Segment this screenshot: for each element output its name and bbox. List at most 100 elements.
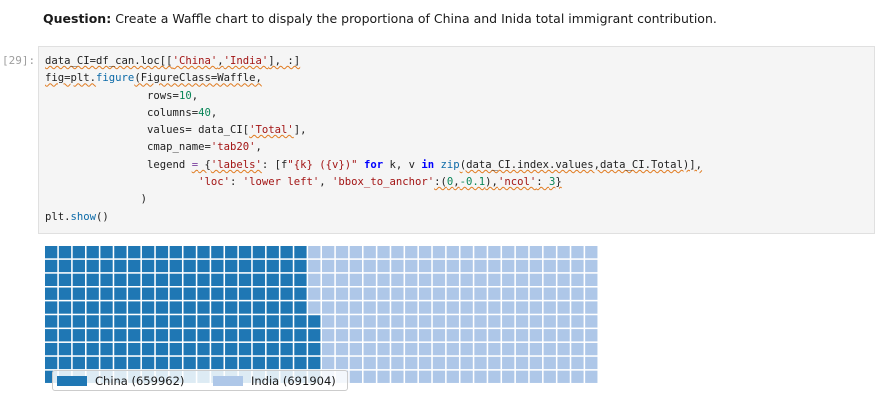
waffle-cell	[488, 273, 501, 286]
waffle-cell	[211, 246, 224, 259]
waffle-cell	[266, 273, 279, 286]
waffle-cell	[225, 356, 238, 370]
waffle-cell	[183, 329, 196, 342]
waffle-cell	[418, 329, 432, 342]
waffle-cell	[529, 329, 543, 342]
waffle-cell	[294, 246, 307, 259]
waffle-cell	[322, 273, 335, 286]
waffle-cell	[45, 273, 58, 286]
waffle-cell	[322, 301, 335, 314]
waffle-cell	[197, 259, 210, 273]
waffle-cell	[45, 301, 58, 314]
waffle-cell	[460, 259, 473, 273]
waffle-cell	[238, 259, 252, 273]
waffle-cell	[211, 273, 224, 286]
waffle-cell	[128, 287, 141, 300]
waffle-cell	[377, 342, 390, 356]
waffle-cell	[335, 342, 349, 356]
waffle-cell	[252, 342, 266, 356]
waffle-cell	[363, 246, 376, 259]
code-token: values= data_CI[	[45, 124, 250, 137]
waffle-cell	[391, 370, 404, 383]
code-line: plt.show()	[45, 209, 702, 226]
waffle-cell	[557, 246, 570, 259]
legend-label-china: China (659962)	[95, 373, 185, 388]
waffle-cell	[460, 273, 473, 286]
code-token: 'ncol'	[497, 176, 537, 189]
waffle-cell	[377, 273, 390, 286]
waffle-cell	[363, 259, 376, 273]
waffle-cell	[45, 329, 58, 342]
waffle-cell	[446, 370, 459, 383]
waffle-cell	[571, 246, 584, 259]
waffle-cell	[529, 342, 543, 356]
waffle-cell	[252, 273, 266, 286]
waffle-cell	[266, 301, 279, 314]
waffle-cell	[169, 273, 182, 286]
waffle-cell	[557, 315, 570, 328]
waffle-cell	[529, 287, 543, 300]
waffle-cell	[322, 315, 335, 328]
chart-legend: China (659962) India (691904)	[52, 370, 348, 391]
waffle-cell	[488, 259, 501, 273]
code-token: :(	[434, 176, 447, 189]
waffle-cell	[114, 329, 127, 342]
waffle-cell	[543, 342, 556, 356]
waffle-cell	[183, 342, 196, 356]
waffle-cell	[585, 315, 598, 328]
waffle-cell	[322, 287, 335, 300]
waffle-cell	[488, 329, 501, 342]
waffle-cell	[225, 342, 238, 356]
waffle-cell	[543, 356, 556, 370]
waffle-cell	[391, 273, 404, 286]
waffle-cell	[543, 370, 556, 383]
code-cell[interactable]: data_CI=df_can.loc[['China','India'], :]…	[38, 46, 875, 234]
waffle-cell	[502, 329, 515, 342]
waffle-cell	[86, 356, 99, 370]
waffle-cell	[349, 342, 362, 356]
waffle-cell	[585, 370, 598, 383]
waffle-cell	[183, 356, 196, 370]
waffle-cell	[377, 315, 390, 328]
waffle-cell	[557, 287, 570, 300]
code-token: plt.	[45, 210, 71, 223]
code-token: "{k} ({v})"	[287, 158, 358, 171]
waffle-cell	[529, 356, 543, 370]
waffle-cell	[529, 370, 543, 383]
waffle-cell	[502, 301, 515, 314]
waffle-cell	[432, 329, 446, 342]
waffle-cell	[557, 329, 570, 342]
waffle-cell	[308, 315, 321, 328]
waffle-cell	[515, 370, 529, 383]
waffle-cell	[100, 342, 113, 356]
code-token: for	[363, 158, 384, 171]
code-line: cmap_name='tab20',	[45, 139, 702, 156]
waffle-cell	[488, 342, 501, 356]
code-token: data_CI=df_can.loc[[	[45, 55, 173, 67]
waffle-cell	[405, 259, 418, 273]
waffle-cell	[335, 329, 349, 342]
waffle-cell	[474, 329, 487, 342]
waffle-cell	[100, 246, 113, 259]
question-text: Question: Create a Waffle chart to dispa…	[43, 11, 717, 26]
waffle-cell	[45, 315, 58, 328]
code-token: :	[536, 176, 549, 189]
waffle-cell	[155, 259, 169, 273]
waffle-cell	[460, 370, 473, 383]
question-label: Question:	[43, 11, 112, 26]
waffle-cell	[363, 287, 376, 300]
code-editor[interactable]: data_CI=df_can.loc[['China','India'], :]…	[45, 53, 702, 226]
waffle-cell	[86, 287, 99, 300]
waffle-cell	[432, 356, 446, 370]
legend-swatch-china	[57, 375, 87, 386]
waffle-cell	[252, 259, 266, 273]
waffle-cell	[155, 356, 169, 370]
waffle-cell	[141, 259, 155, 273]
waffle-cell	[502, 356, 515, 370]
code-token: 10	[178, 89, 192, 102]
waffle-cell	[86, 259, 99, 273]
waffle-cell	[585, 301, 598, 314]
code-token: cmap_name=	[45, 141, 211, 154]
waffle-cell	[141, 342, 155, 356]
waffle-cell	[515, 329, 529, 342]
